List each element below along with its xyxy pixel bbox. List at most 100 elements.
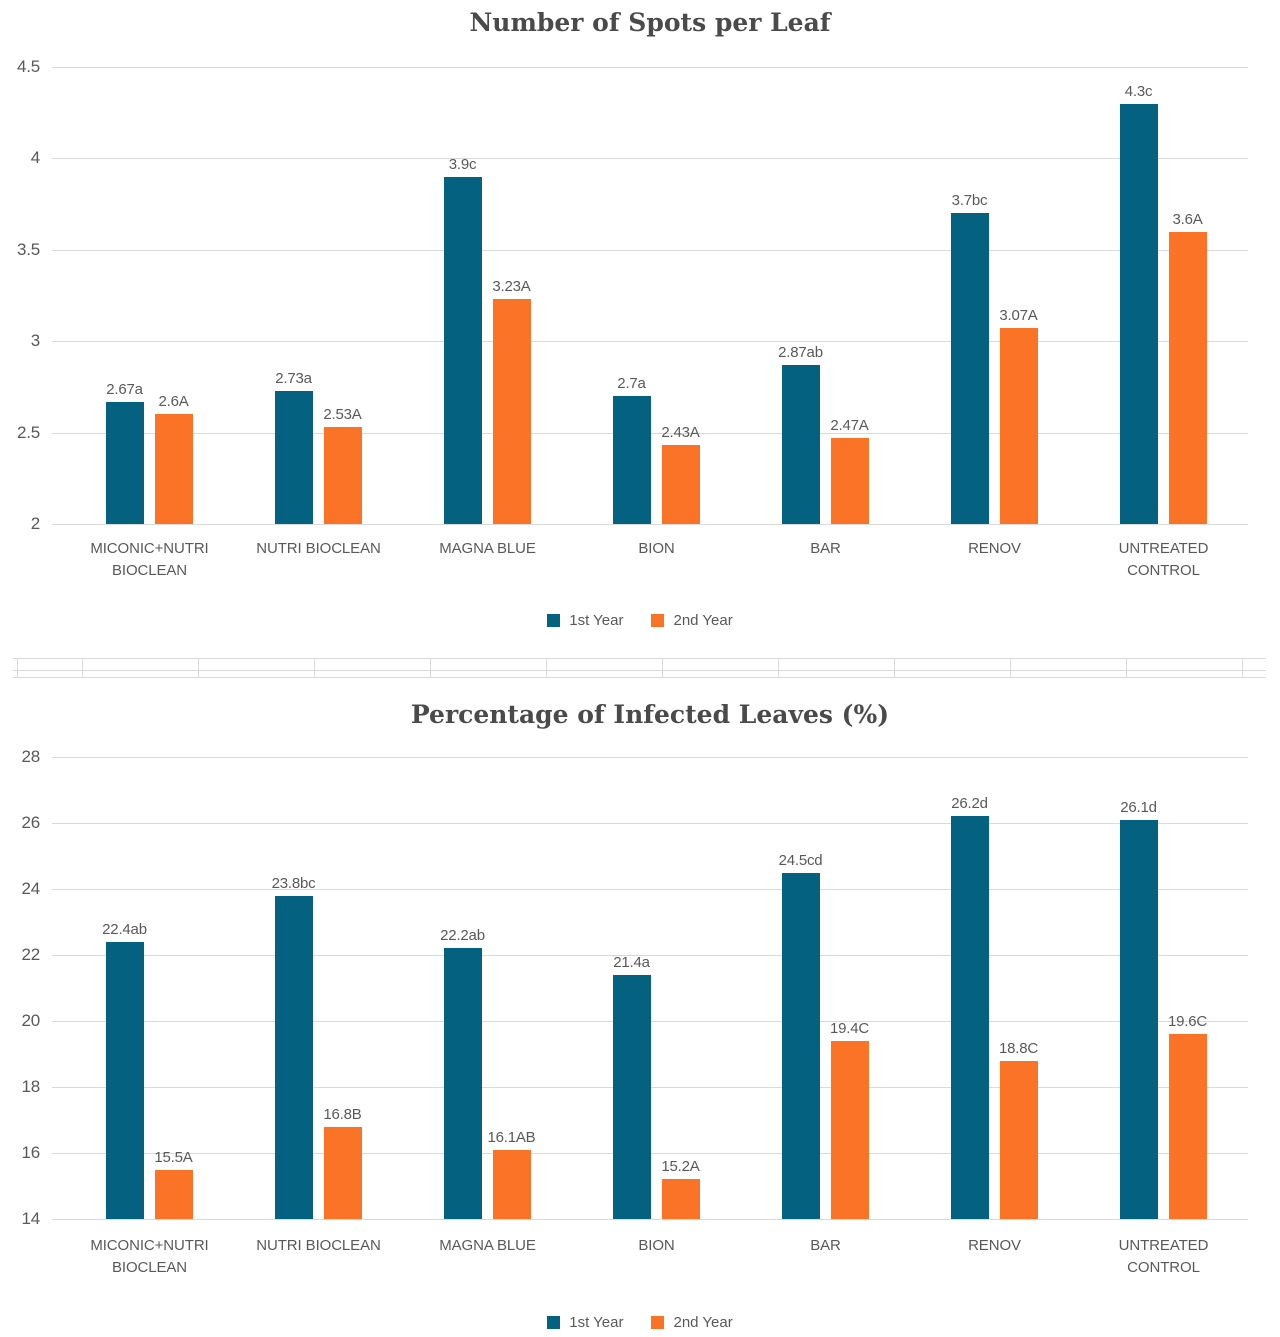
category-label: RENOV bbox=[968, 540, 1021, 557]
y-axis-tick-label: 14 bbox=[21, 1209, 40, 1228]
legend-item-1st-year: 1st Year bbox=[547, 1314, 623, 1331]
plot-area: 14 16 18 20 22 24 26 28 MICONIC+NUTRI BIOCLEAN 22… bbox=[0, 690, 1280, 1337]
bar-2nd-year[interactable] bbox=[1168, 1034, 1207, 1219]
sheet-gridline-column bbox=[778, 658, 779, 678]
y-axis-tick-label: 2 bbox=[30, 514, 40, 533]
y-axis-tick-label: 26 bbox=[21, 813, 40, 832]
bar-2nd-year[interactable] bbox=[1168, 231, 1207, 524]
value-label: 2.6A bbox=[158, 393, 189, 411]
bar-2nd-year[interactable] bbox=[323, 1126, 362, 1219]
sheet-gridline-column bbox=[662, 658, 663, 678]
value-label: 24.5cd bbox=[778, 851, 823, 869]
value-label: 19.6C bbox=[1167, 1013, 1208, 1031]
gridline bbox=[52, 823, 1248, 824]
legend-swatch-2nd-year bbox=[651, 614, 665, 627]
bar-2nd-year[interactable] bbox=[154, 1169, 193, 1219]
sheet-gridline-column bbox=[1010, 658, 1011, 678]
bar-2nd-year[interactable] bbox=[830, 1040, 869, 1219]
category-label: NUTRI BIOCLEAN bbox=[256, 1237, 381, 1254]
bar-1st-year[interactable] bbox=[612, 396, 651, 524]
chart-percentage-of-infected-leaves[interactable]: Percentage of Infected Leaves (%) 14 16 18… bbox=[0, 690, 1280, 1337]
bar-2nd-year[interactable] bbox=[999, 328, 1038, 524]
legend: 1st Year 2nd Year bbox=[0, 612, 1280, 629]
sheet-gridline-column bbox=[82, 658, 83, 678]
legend-label-2nd-year: 2nd Year bbox=[673, 612, 733, 629]
sheet-gridline-column bbox=[17, 658, 18, 678]
category-label: NUTRI BIOCLEAN bbox=[256, 540, 381, 557]
value-label: 2.7a bbox=[617, 375, 646, 393]
category-label: BION bbox=[638, 1237, 675, 1254]
sheet-gridline-row bbox=[13, 677, 1266, 678]
category-label: MICONIC+NUTRI BIOCLEAN bbox=[90, 540, 209, 579]
bar-1st-year[interactable] bbox=[612, 974, 651, 1219]
value-label: 3.9c bbox=[448, 155, 477, 173]
bar-1st-year[interactable] bbox=[950, 816, 989, 1219]
value-label: 26.1d bbox=[1120, 798, 1157, 816]
legend-label-1st-year: 1st Year bbox=[569, 612, 624, 629]
sheet-gridline-column bbox=[430, 658, 431, 678]
value-label: 21.4a bbox=[613, 953, 650, 971]
bar-2nd-year[interactable] bbox=[661, 1179, 700, 1219]
bar-2nd-year[interactable] bbox=[492, 299, 531, 524]
category-label: UNTREATED CONTROL bbox=[1118, 1237, 1209, 1276]
gridline bbox=[52, 341, 1248, 343]
value-label: 2.43A bbox=[661, 424, 700, 442]
value-label: 22.4ab bbox=[102, 920, 147, 938]
gridline bbox=[52, 1219, 1248, 1220]
bar-2nd-year[interactable] bbox=[492, 1149, 531, 1219]
bar-1st-year[interactable] bbox=[105, 401, 144, 524]
legend-swatch-1st-year bbox=[547, 614, 561, 627]
legend-swatch-1st-year bbox=[547, 1316, 561, 1329]
category-label: MAGNA BLUE bbox=[439, 1237, 536, 1254]
value-label: 19.4C bbox=[829, 1019, 870, 1037]
category-label: BAR bbox=[810, 540, 841, 557]
y-axis-tick-label: 4 bbox=[30, 148, 40, 168]
value-label: 15.5A bbox=[154, 1148, 193, 1166]
value-label: 15.2A bbox=[661, 1158, 700, 1176]
bar-1st-year[interactable] bbox=[443, 948, 482, 1219]
bar-2nd-year[interactable] bbox=[323, 427, 362, 524]
y-axis-tick-label: 18 bbox=[21, 1077, 40, 1096]
sheet-gridline-column bbox=[198, 658, 199, 678]
bar-2nd-year[interactable] bbox=[661, 445, 700, 524]
bar-1st-year[interactable] bbox=[443, 176, 482, 524]
gridline bbox=[52, 889, 1248, 890]
sheet-gridline-column bbox=[314, 658, 315, 678]
y-axis-tick-label: 4.5 bbox=[16, 57, 40, 76]
bar-1st-year[interactable] bbox=[274, 390, 313, 524]
category-label: MICONIC+NUTRI BIOCLEAN bbox=[90, 1237, 209, 1276]
bar-2nd-year[interactable] bbox=[830, 438, 869, 524]
gridline bbox=[52, 524, 1248, 525]
value-label: 2.73a bbox=[275, 369, 312, 387]
legend-item-2nd-year: 2nd Year bbox=[651, 1314, 733, 1331]
category-label: UNTREATED CONTROL bbox=[1118, 540, 1209, 579]
chart-number-of-spots-per-leaf[interactable]: Number of Spots per Leaf 2 2.5 3 3.5 4 4.5 MIC… bbox=[0, 0, 1280, 650]
bar-1st-year[interactable] bbox=[1119, 819, 1158, 1219]
legend-item-1st-year: 1st Year bbox=[547, 612, 623, 629]
category-label: BAR bbox=[810, 1237, 841, 1254]
sheet-gridline-column bbox=[1242, 658, 1243, 678]
y-axis-tick-label: 28 bbox=[21, 747, 40, 766]
bar-2nd-year[interactable] bbox=[154, 414, 193, 524]
bar-1st-year[interactable] bbox=[1119, 103, 1158, 524]
value-label: 4.3c bbox=[1124, 82, 1153, 100]
chart-title: Number of Spots per Leaf bbox=[469, 8, 831, 37]
sheet-gridline-row bbox=[13, 670, 1266, 671]
value-label: 18.8C bbox=[998, 1039, 1039, 1057]
value-label: 3.6A bbox=[1172, 210, 1203, 228]
sheet-gridline-column bbox=[546, 658, 547, 678]
gridline bbox=[52, 67, 1248, 68]
value-label: 3.23A bbox=[492, 278, 531, 296]
bar-1st-year[interactable] bbox=[105, 941, 144, 1219]
bar-1st-year[interactable] bbox=[950, 213, 989, 524]
legend-swatch-2nd-year bbox=[651, 1316, 665, 1329]
bar-2nd-year[interactable] bbox=[999, 1060, 1038, 1219]
gridline bbox=[52, 158, 1248, 160]
sheet-gridline-row bbox=[13, 658, 1266, 659]
value-label: 3.7bc bbox=[951, 192, 988, 210]
bar-1st-year[interactable] bbox=[781, 364, 820, 524]
bar-1st-year[interactable] bbox=[274, 895, 313, 1219]
category-label: BION bbox=[638, 540, 675, 557]
bar-1st-year[interactable] bbox=[781, 872, 820, 1219]
